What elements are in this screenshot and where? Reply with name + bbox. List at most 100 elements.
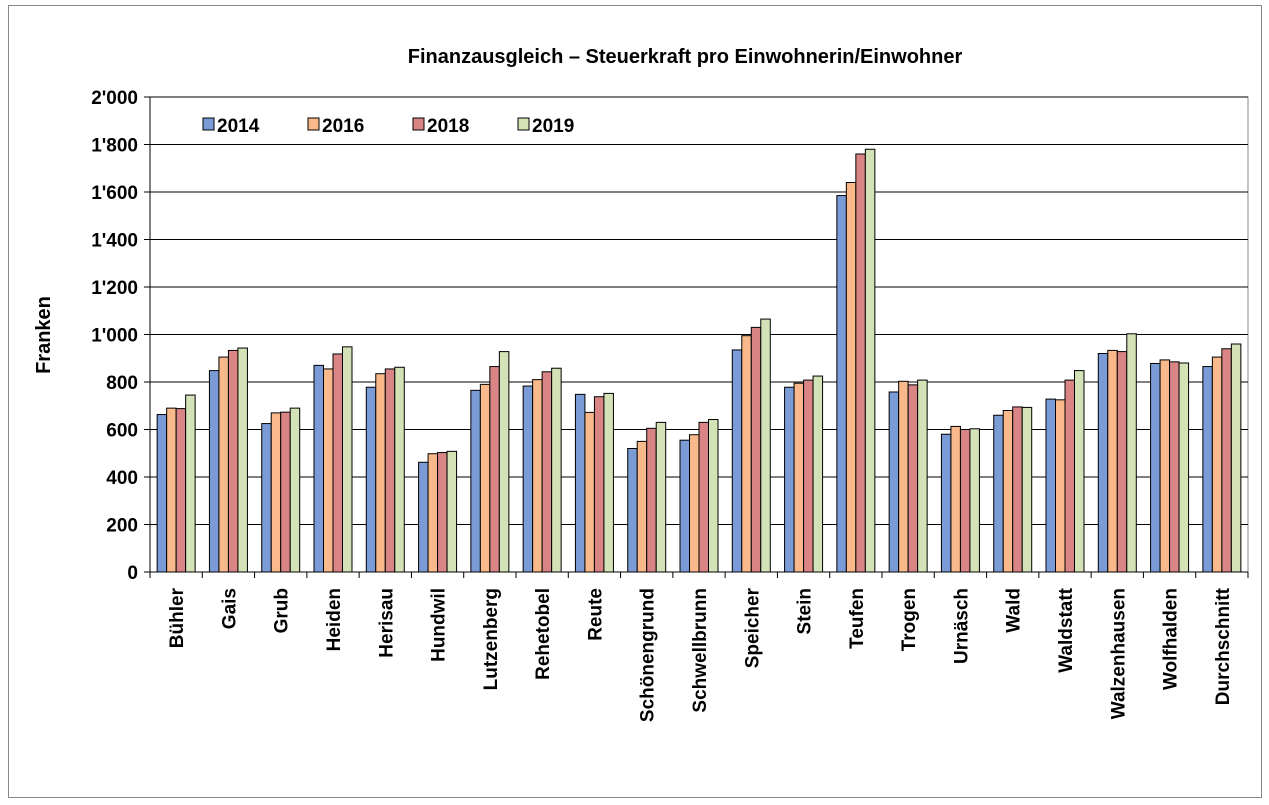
bar [689,434,700,573]
x-tick-label: Schwellbrunn [690,588,711,713]
bar [446,450,458,573]
x-tick-label: Reute [585,588,606,641]
bar [1178,362,1190,573]
x-tick-label: Gais [219,588,240,629]
bar [898,380,909,573]
x-tick-label: Urnäsch [951,588,972,664]
y-tick-label: 1'000 [91,326,138,347]
y-tick-label: 2'000 [91,88,138,109]
bar [907,384,919,573]
bar [1097,353,1109,573]
bar [185,394,196,573]
bar [845,182,857,573]
bar [993,414,1004,573]
y-tick-label: 200 [106,516,138,537]
bar [888,391,900,573]
bar [365,386,377,573]
bar [489,366,500,573]
bar [437,452,448,573]
bar [375,373,386,573]
bar [959,429,971,573]
legend-label: 2016 [322,116,364,137]
legend-swatch [412,117,425,131]
bar [1002,410,1014,573]
y-tick-label: 600 [106,421,138,442]
bar [1045,398,1056,573]
bar [270,412,282,573]
bar [574,393,586,573]
x-tick-label: Lutzenberg [481,588,502,690]
bar [636,440,648,573]
bar [627,448,638,573]
legend-label: 2014 [217,116,260,137]
bar [855,153,866,573]
legend-label: 2018 [427,116,469,137]
bar [1021,406,1033,573]
bar [156,414,168,573]
x-tick-label: Walzenhausen [1108,588,1129,719]
bar [793,382,805,573]
bar [551,367,562,573]
bar [1107,349,1118,573]
bar [917,379,928,573]
bar [237,347,248,573]
bar [784,386,795,573]
bar [812,375,824,573]
legend-swatch [202,117,215,131]
bar [208,370,220,573]
x-tick-label: Rehetobel [533,588,554,680]
x-tick-label: Wolfhalden [1161,588,1182,690]
bar [1221,348,1232,573]
bar [498,351,510,573]
bar [1126,333,1137,573]
bar [864,148,876,573]
x-tick-label: Waldstatt [1056,587,1077,672]
bar [479,383,491,573]
y-tick-label: 800 [106,373,138,394]
bar [760,318,771,573]
bar [541,371,553,573]
x-tick-label: Speicher [742,587,763,668]
y-tick-label: 0 [127,563,138,584]
y-tick-label: 400 [106,468,138,489]
bar [950,425,961,573]
bar [323,368,334,573]
bar [1055,399,1066,573]
bar [1230,343,1242,573]
bar [969,428,980,573]
legend-label: 2019 [532,116,574,137]
bar [584,411,595,573]
bar [836,195,847,573]
bar [1159,359,1171,573]
x-tick-label: Herisau [376,588,397,658]
bar [313,364,324,573]
bar [280,411,291,573]
bar [603,392,614,573]
x-tick-label: Heiden [324,588,345,651]
bar [522,385,534,573]
x-tick-label: Hundwil [429,588,450,662]
bar [940,433,952,573]
y-tick-label: 1'800 [91,136,138,157]
bar [1150,362,1161,573]
bar [342,346,353,573]
bar [731,349,743,573]
bar [1202,366,1213,573]
y-tick-label: 1'200 [91,278,138,299]
bar [427,453,439,573]
bar [750,326,762,573]
bar [679,439,690,573]
bar [708,419,719,573]
bar [532,379,543,573]
bar [1074,370,1085,573]
bar [166,407,177,573]
bar [394,366,405,573]
bar [261,423,272,573]
bar [1169,361,1180,573]
x-tick-label: Bühler [167,587,188,648]
legend-swatch [517,117,530,131]
bar [1064,379,1075,573]
bar [218,356,229,573]
legend-swatch [307,117,320,131]
